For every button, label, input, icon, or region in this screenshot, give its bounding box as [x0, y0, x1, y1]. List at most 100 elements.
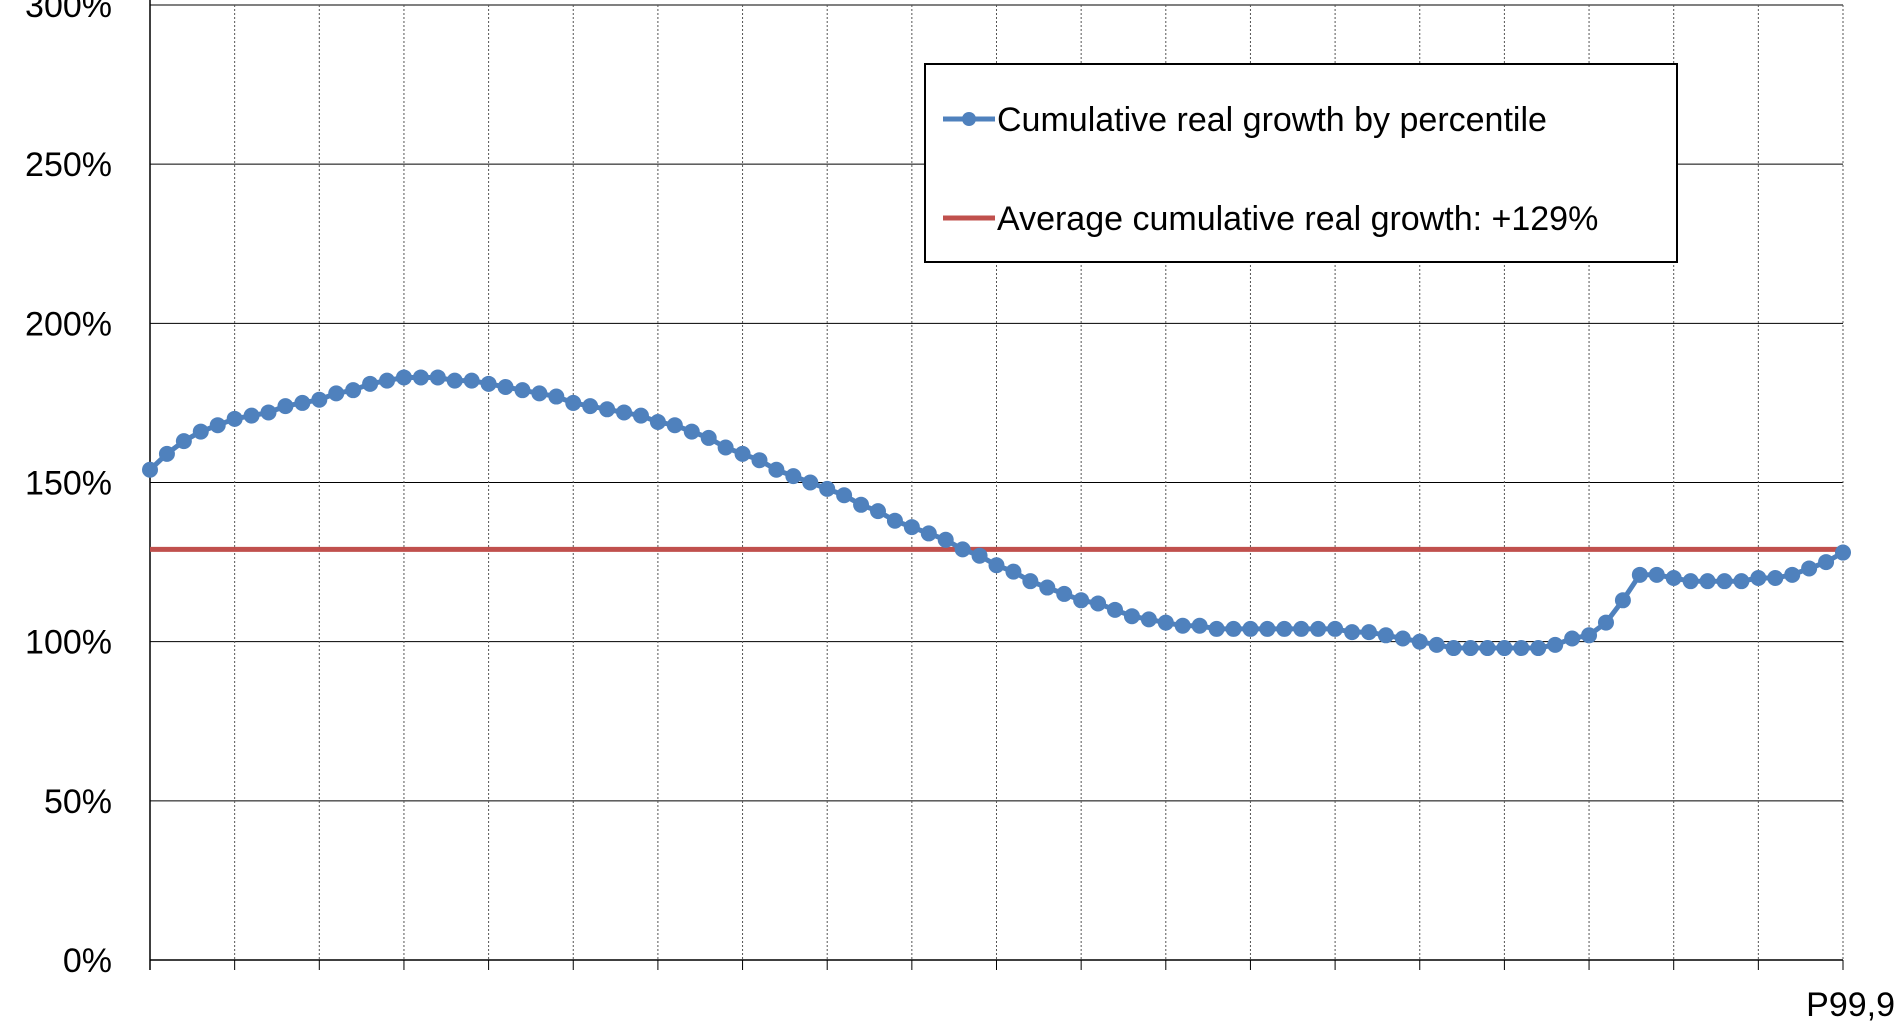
growth-data-point — [362, 375, 379, 392]
growth-data-point — [1733, 573, 1750, 590]
growth-data-point — [1208, 620, 1225, 637]
growth-data-point — [1005, 563, 1022, 580]
growth-data-point — [1157, 614, 1174, 631]
growth-data-point — [260, 404, 277, 421]
growth-data-point — [903, 519, 920, 536]
growth-data-point — [599, 401, 616, 418]
growth-data-point — [294, 394, 311, 411]
growth-data-point — [209, 417, 226, 434]
y-tick-label: 200% — [25, 305, 112, 343]
growth-data-point — [1581, 627, 1598, 644]
growth-data-point — [666, 417, 683, 434]
growth-data-point — [1767, 570, 1784, 586]
growth-data-point — [1835, 544, 1851, 561]
growth-data-point — [751, 452, 768, 469]
x-tick-label: P99,9 — [1806, 986, 1895, 1024]
growth-data-point — [886, 512, 903, 529]
growth-data-point — [1056, 585, 1073, 602]
growth-data-point — [395, 369, 412, 386]
growth-data-point — [616, 404, 633, 421]
growth-data-point — [514, 382, 531, 399]
growth-data-point — [836, 487, 853, 504]
growth-data-point — [1174, 617, 1191, 634]
growth-data-point — [1090, 595, 1107, 612]
growth-data-point — [802, 474, 819, 491]
growth-data-point — [379, 372, 396, 389]
growth-data-point — [988, 557, 1005, 574]
y-tick-label: 0% — [63, 942, 112, 980]
growth-data-point — [1631, 566, 1648, 583]
growth-data-point — [1496, 640, 1513, 657]
growth-data-point — [1784, 566, 1801, 583]
x-axis-tick-labels: P99,9 — [1806, 986, 1895, 1024]
growth-data-point — [1191, 617, 1208, 634]
growth-data-point — [1411, 633, 1428, 650]
growth-data-point — [971, 547, 988, 564]
growth-data-point — [277, 398, 294, 415]
growth-data-point — [1360, 624, 1377, 641]
growth-data-point — [1750, 570, 1767, 586]
legend: Cumulative real growth by percentile Ave… — [924, 63, 1678, 263]
legend-box — [924, 63, 1678, 263]
growth-data-point — [1394, 630, 1411, 647]
y-tick-label: 50% — [44, 783, 112, 821]
growth-data-point — [819, 480, 836, 497]
growth-data-point — [1310, 620, 1327, 637]
growth-data-point — [954, 541, 971, 558]
legend-marker-growth — [962, 112, 976, 126]
growth-data-point — [175, 433, 192, 450]
growth-data-point — [226, 410, 243, 427]
growth-data-point — [632, 407, 649, 424]
growth-data-point — [768, 461, 785, 478]
growth-data-point — [480, 375, 497, 392]
growth-data-point — [1276, 620, 1293, 637]
growth-data-point — [734, 445, 751, 462]
growth-data-point — [311, 391, 328, 408]
growth-data-point — [1665, 570, 1682, 586]
growth-data-point — [345, 382, 362, 399]
y-tick-label: 250% — [25, 146, 112, 184]
growth-data-point — [683, 423, 700, 440]
legend-label-average: Average cumulative real growth: +129% — [997, 200, 1598, 238]
growth-data-point — [1377, 627, 1394, 644]
growth-data-point — [1547, 636, 1564, 653]
growth-data-point — [429, 369, 446, 386]
growth-data-point — [717, 439, 734, 456]
growth-data-point — [565, 394, 582, 411]
growth-data-point — [649, 414, 666, 431]
growth-data-point — [1699, 573, 1716, 590]
growth-data-point — [1479, 640, 1496, 657]
growth-data-point — [1462, 640, 1479, 657]
growth-data-point — [1225, 620, 1242, 637]
growth-data-point — [463, 372, 480, 389]
growth-data-point — [158, 445, 175, 462]
growth-data-point — [1716, 573, 1733, 590]
growth-data-point — [869, 503, 886, 520]
growth-data-point — [1022, 573, 1039, 590]
axes — [149, 0, 1844, 970]
growth-data-point — [1564, 630, 1581, 647]
growth-data-point — [1327, 620, 1344, 637]
growth-data-point — [1123, 608, 1140, 625]
growth-data-point — [1259, 620, 1276, 637]
y-tick-label: 100% — [25, 624, 112, 662]
growth-data-point — [412, 369, 429, 386]
growth-data-point — [192, 423, 209, 440]
growth-data-point — [1530, 640, 1547, 657]
growth-data-point — [1293, 620, 1310, 637]
legend-label-growth: Cumulative real growth by percentile — [997, 101, 1547, 139]
growth-data-point — [920, 525, 937, 542]
growth-data-point — [1107, 601, 1124, 618]
growth-data-point — [853, 496, 870, 513]
growth-data-point — [1597, 614, 1614, 631]
growth-data-point — [785, 468, 802, 485]
series-layer — [142, 369, 1851, 657]
growth-data-point — [1073, 592, 1090, 609]
growth-data-point — [1801, 560, 1818, 577]
growth-data-point — [328, 385, 345, 402]
growth-data-point — [1682, 573, 1699, 590]
growth-data-point — [142, 461, 158, 478]
growth-data-point — [1039, 579, 1056, 596]
growth-data-point — [1428, 636, 1445, 653]
